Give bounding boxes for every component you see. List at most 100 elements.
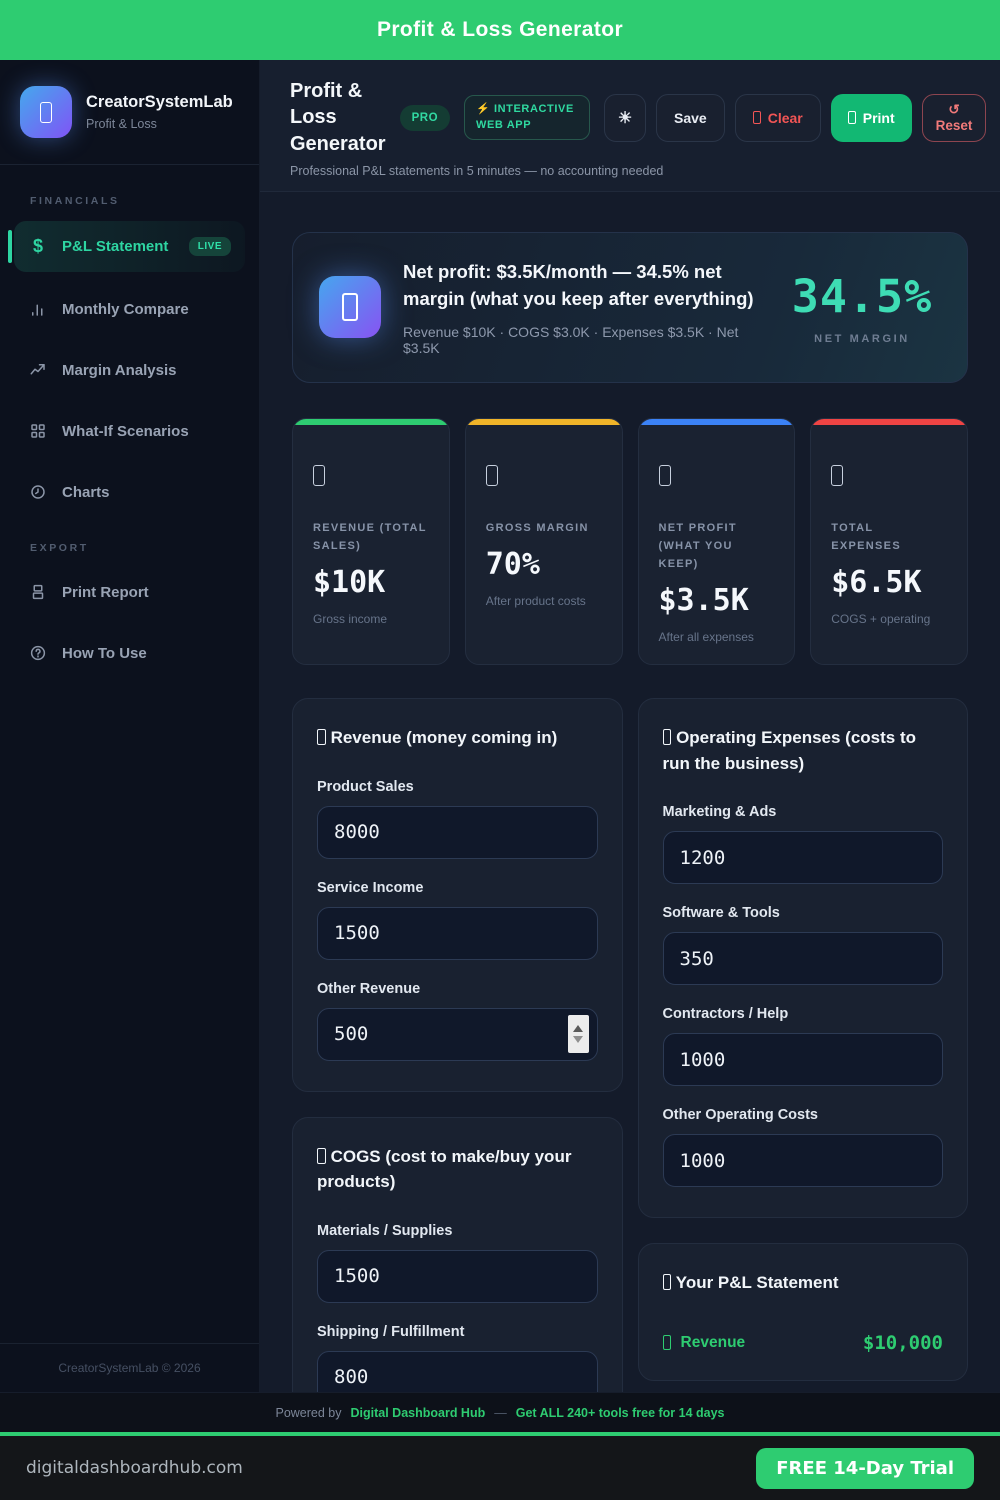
profit-icon	[658, 464, 775, 489]
stat-cards-row: REVENUE (TOTAL SALES) $10K Gross income …	[292, 417, 968, 666]
number-spinner[interactable]	[567, 1015, 589, 1054]
statement-row-revenue: Revenue $10,000	[662, 1332, 943, 1354]
powered-by-bar: Powered by Digital Dashboard Hub — Get A…	[0, 1392, 1000, 1432]
field-label: Shipping / Fulfillment	[317, 1323, 465, 1340]
clear-button[interactable]: Clear	[734, 93, 821, 142]
reset-button[interactable]: ↺ Reset	[921, 93, 987, 142]
printer-icon	[847, 111, 856, 125]
live-badge: LIVE	[188, 237, 231, 256]
revenue-row-icon	[662, 1335, 671, 1351]
field-label: Marketing & Ads	[662, 804, 777, 821]
main-area: Profit & Loss Generator PRO ⚡ INTERACTIV…	[260, 60, 1000, 1392]
powered-prefix: Powered by	[275, 1405, 342, 1420]
powered-brand-link[interactable]: Digital Dashboard Hub	[350, 1405, 486, 1420]
cogs-section-title: COGS (cost to make/buy your products)	[317, 1146, 572, 1192]
brand-logo	[20, 86, 72, 138]
sidebar-footer: CreatorSystemLab © 2026	[0, 1343, 259, 1392]
sidebar-item-monthly-compare[interactable]: Monthly Compare	[14, 285, 245, 333]
stat-sub: Gross income	[313, 612, 388, 627]
domain-label: digitaldashboardhub.com	[26, 1458, 243, 1478]
other-revenue-input[interactable]	[317, 1007, 598, 1061]
marketing-ads-input[interactable]	[662, 831, 943, 885]
sidebar-brand: CreatorSystemLab Profit & Loss	[0, 60, 259, 165]
sidebar-item-print-report[interactable]: Print Report	[14, 568, 245, 616]
cogs-section: COGS (cost to make/buy your products) Ma…	[292, 1116, 623, 1392]
product-sales-input[interactable]	[317, 805, 598, 859]
app-shell: CreatorSystemLab Profit & Loss FINANCIAL…	[0, 60, 1000, 1392]
powered-cta-link[interactable]: Get ALL 240+ tools free for 14 days	[515, 1405, 725, 1420]
pl-statement-section: Your P&L Statement Revenue $10,000	[637, 1243, 968, 1381]
green-divider	[0, 1432, 1000, 1436]
nav-section-financials: FINANCIALS	[30, 195, 120, 207]
page-subtitle: Professional P&L statements in 5 minutes…	[290, 164, 664, 179]
contractors-help-input[interactable]	[662, 1033, 943, 1087]
grid-icon	[28, 422, 48, 440]
pro-badge: PRO	[399, 104, 451, 131]
print-button[interactable]: Print	[830, 93, 912, 142]
help-icon	[28, 644, 48, 662]
opex-section-title: Operating Expenses (costs to run the bus…	[662, 728, 917, 773]
sidebar-item-label: P&L Statement	[62, 238, 169, 255]
stat-card-gross-margin: GROSS MARGIN 70% After product costs	[464, 417, 623, 666]
printer-icon	[28, 583, 48, 601]
field-label: Service Income	[317, 879, 424, 896]
stat-sub: After product costs	[485, 594, 586, 609]
interactive-web-app-badge: ⚡ INTERACTIVE WEB APP	[464, 95, 591, 140]
spinner-down-icon[interactable]	[573, 1036, 583, 1044]
materials-supplies-input[interactable]	[317, 1249, 598, 1303]
field-label: Product Sales	[317, 778, 414, 795]
sidebar-item-label: Monthly Compare	[62, 300, 189, 318]
free-trial-button[interactable]: FREE 14-Day Trial	[756, 1447, 974, 1489]
sidebar-item-what-if-scenarios[interactable]: What-If Scenarios	[14, 407, 245, 455]
other-operating-costs-input[interactable]	[662, 1134, 943, 1188]
stat-accent	[811, 418, 967, 425]
content-scroll-area: Net profit: $3.5K/month — 34.5% net marg…	[260, 192, 1000, 1392]
brand-subtitle: Profit & Loss	[86, 117, 157, 131]
stat-value: $6.5K	[831, 565, 922, 601]
stat-accent	[638, 418, 795, 425]
operating-expenses-section: Operating Expenses (costs to run the bus…	[637, 698, 968, 1219]
theme-toggle-button[interactable]: ☀	[604, 93, 647, 142]
page-title: Profit & Loss Generator	[290, 80, 386, 155]
trend-up-icon	[28, 361, 48, 379]
sidebar-item-margin-analysis[interactable]: Margin Analysis	[14, 346, 245, 394]
browser-bottom-bar: digitaldashboardhub.com FREE 14-Day Tria…	[0, 1436, 1000, 1500]
stat-value: $10K	[313, 565, 386, 601]
sidebar-item-how-to-use[interactable]: How To Use	[14, 629, 245, 677]
form-columns: Revenue (money coming in) Product Sales …	[292, 698, 968, 1392]
revenue-section-icon	[317, 729, 326, 746]
sidebar-item-pl-statement[interactable]: $ P&L Statement LIVE	[8, 221, 245, 272]
reset-icon: ↺	[948, 101, 960, 117]
dollar-icon: $	[32, 236, 43, 256]
cogs-section-icon	[317, 1147, 326, 1164]
sun-icon: ☀	[617, 109, 633, 127]
stat-card-revenue: REVENUE (TOTAL SALES) $10K Gross income	[292, 417, 450, 666]
field-label: Other Revenue	[317, 980, 421, 997]
margin-icon	[485, 464, 602, 489]
save-button[interactable]: Save	[656, 93, 725, 142]
software-tools-input[interactable]	[662, 932, 943, 986]
spinner-up-icon[interactable]	[573, 1025, 583, 1033]
app-title: Profit & Loss Generator	[376, 18, 624, 41]
bolt-icon: ⚡	[476, 103, 491, 116]
field-label: Materials / Supplies	[317, 1222, 453, 1239]
bar-chart-icon	[28, 300, 48, 318]
statement-section-icon	[662, 1274, 672, 1291]
stat-label: REVENUE (TOTAL SALES)	[313, 521, 427, 553]
sidebar-item-charts[interactable]: Charts	[14, 468, 245, 516]
sidebar-item-label: What-If Scenarios	[62, 422, 189, 440]
revenue-section: Revenue (money coming in) Product Sales …	[292, 698, 623, 1092]
shipping-fulfillment-input[interactable]	[317, 1350, 598, 1392]
stat-value: 70%	[485, 547, 540, 583]
sidebar-item-label: How To Use	[62, 644, 147, 662]
net-margin-value: 34.5%	[791, 269, 933, 323]
stat-label: TOTAL EXPENSES	[831, 521, 901, 553]
powered-separator: —	[494, 1405, 507, 1420]
service-income-input[interactable]	[317, 906, 598, 960]
sidebar-item-label: Print Report	[62, 583, 149, 601]
stat-sub: COGS + operating	[831, 612, 931, 627]
sidebar-nav: FINANCIALS $ P&L Statement LIVE Monthly …	[0, 165, 259, 1343]
app-title-banner: Profit & Loss Generator	[0, 0, 1000, 60]
brand-logo-icon	[40, 101, 52, 123]
stat-value: $3.5K	[658, 583, 749, 619]
